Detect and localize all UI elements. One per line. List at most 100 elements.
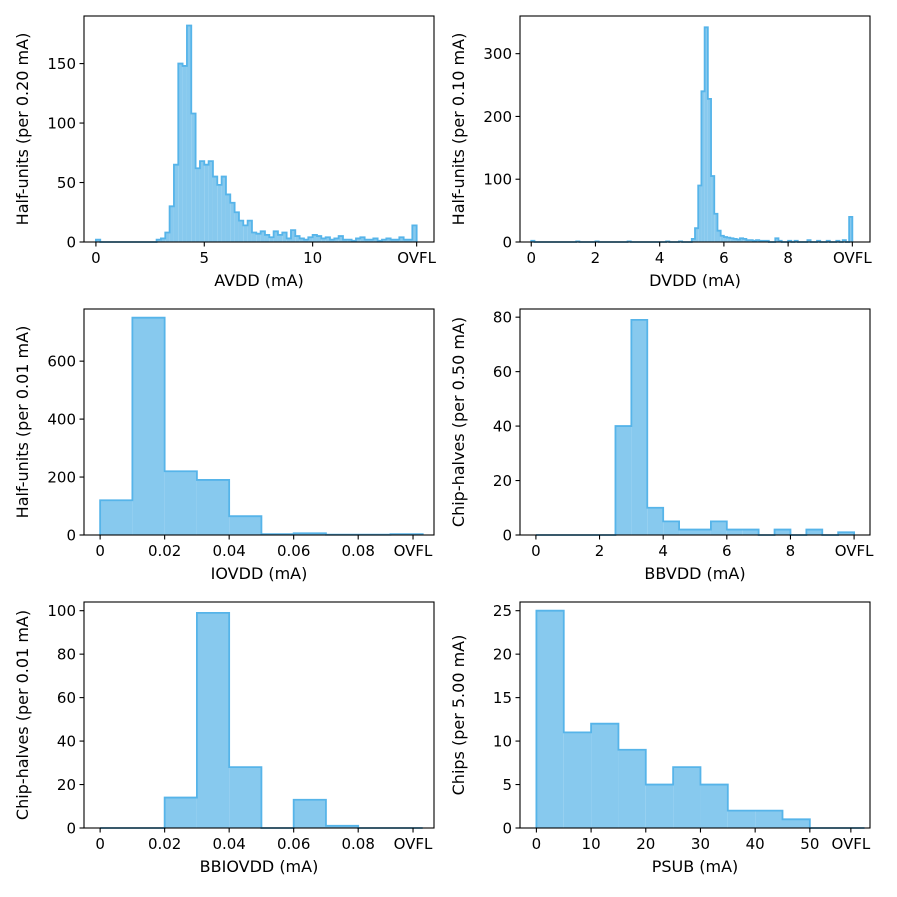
avdd-x-axis-label: AVDD (mA) [214,271,304,290]
dvdd-ytick-label-2: 200 [483,108,512,126]
psub-xtick-label-4: 40 [746,835,765,853]
avdd-bar-58 [403,239,408,242]
avdd-bar-47 [355,238,361,242]
bbvdd-bar-12 [726,529,743,535]
dvdd-ytick-label-1: 100 [483,171,512,189]
avdd-ytick-label-3: 150 [47,55,76,73]
dvdd-bar-34 [807,240,811,242]
avdd-ytick-label-1: 50 [57,174,76,192]
avdd-bar-50 [368,239,374,242]
psub-xtick-label-3: 30 [691,835,710,853]
avdd-bar-34 [299,238,304,242]
psub-bar-7 [727,810,756,828]
dvdd-bar-13 [714,213,718,242]
avdd-bar-24 [256,233,261,242]
dvdd-bar-16 [723,236,728,242]
panel-psub: 0 10 20 30 40 50 OVFL 0 5 10 15 20 25 PSUB (mA) Chips … [449,601,871,876]
avdd-bar-0 [95,239,101,242]
avdd-bar-48 [360,237,365,242]
avdd-bar-21 [243,225,248,242]
avdd-bar-42 [334,238,339,242]
psub-ytick-label-2: 10 [493,733,512,751]
bbvdd-bar-19 [838,532,855,535]
bbvdd-bar-11 [710,521,727,535]
dvdd-ytick-label-0: 0 [502,234,512,252]
dvdd-bar-8 [698,185,702,242]
avdd-bar-60 [412,225,417,242]
dvdd-bar-20 [736,239,740,242]
avdd-axes-frame [83,15,435,243]
bbiovdd-bar-6 [293,799,326,828]
psub-step-outline [535,609,865,829]
avdd-bar-8 [186,25,192,242]
psub-axes-frame [519,601,871,829]
bbiovdd-bar-2 [164,797,197,828]
avdd-xtick-label-2: 10 [303,249,322,267]
bbiovdd-ytick-label-3: 60 [57,689,76,707]
bbiovdd-bar-3 [196,612,230,828]
bbiovdd-ytick-label-2: 40 [57,733,76,751]
iovdd-y-axis-label: Half-units (per 0.01 mA) [13,326,32,519]
avdd-bar-16 [221,176,226,242]
avdd-bar-43 [338,236,343,242]
avdd-bar-10 [195,168,200,242]
bbiovdd-ytick-label-1: 20 [57,776,76,794]
avdd-bar-22 [247,220,252,242]
psub-bar-0 [536,610,564,828]
dvdd-bar-7 [695,228,699,242]
avdd-bar-5 [173,164,179,242]
iovdd-xtick-label-ovfl: OVFL [394,542,433,560]
iovdd-axes-frame [83,308,435,536]
dvdd-xtick-label-3: 6 [719,249,729,267]
psub-ytick-label-0: 0 [502,820,512,838]
bbvdd-ytick-label-3: 60 [493,363,512,381]
bbvdd-bar-8 [663,521,680,535]
avdd-xtick-label-1: 5 [200,249,210,267]
iovdd-xtick-label-2: 0.04 [212,542,245,560]
avdd-bar-30 [282,232,287,242]
avdd-xtick-label-ovfl: OVFL [397,249,436,267]
psub-xtick-label-ovfl: OVFL [831,835,870,853]
bbvdd-bar-15 [774,529,791,535]
dvdd-bar-18 [730,238,734,242]
bbvdd-xtick-label-0: 0 [531,542,541,560]
psub-bar-8 [755,810,783,828]
dvdd-bar-6 [691,238,695,242]
avdd-bar-23 [251,232,257,242]
bbiovdd-bar-7 [325,825,359,828]
psub-bar-1 [563,732,592,828]
dvdd-xtick-label-4: 8 [783,249,793,267]
dvdd-bar-9 [701,91,705,242]
avdd-bar-27 [269,237,274,242]
psub-ytick-label-4: 20 [493,646,512,664]
psub-bar-6 [700,784,728,828]
iovdd-ytick-label-2: 400 [47,411,76,429]
bbiovdd-xtick-label-3: 0.06 [277,835,310,853]
panel-avdd: 0 5 10 OVFL 0 50 100 150 AVDD (mA) Half-units (pe… [13,15,437,290]
avdd-bar-26 [264,234,270,242]
avdd-bar-17 [225,194,231,242]
avdd-bar-38 [316,236,322,242]
bbvdd-y-axis-label: Chip-halves (per 0.50 mA) [449,317,468,527]
avdd-bar-3 [165,232,170,242]
psub-xtick-label-5: 50 [800,835,819,853]
avdd-bar-57 [399,237,404,242]
avdd-bar-29 [277,234,283,242]
avdd-bar-32 [290,230,296,242]
dvdd-bar-39 [849,216,853,242]
bbvdd-xtick-label-ovfl: OVFL [835,542,874,560]
bbiovdd-xtick-label-2: 0.04 [212,835,245,853]
avdd-step-outline [95,24,418,243]
avdd-ytick-label-2: 100 [47,115,76,133]
bbiovdd-xtick-label-1: 0.02 [148,835,181,853]
avdd-bar-11 [199,161,205,242]
bbiovdd-xtick-label-4: 0.08 [341,835,374,853]
iovdd-bar-1 [132,317,165,535]
avdd-bar-35 [303,239,309,242]
dvdd-xtick-label-0: 0 [526,249,536,267]
avdd-bar-45 [347,239,352,242]
psub-ytick-label-1: 5 [502,776,512,794]
avdd-bar-54 [386,238,391,242]
iovdd-x-axis-label: IOVDD (mA) [211,564,308,583]
